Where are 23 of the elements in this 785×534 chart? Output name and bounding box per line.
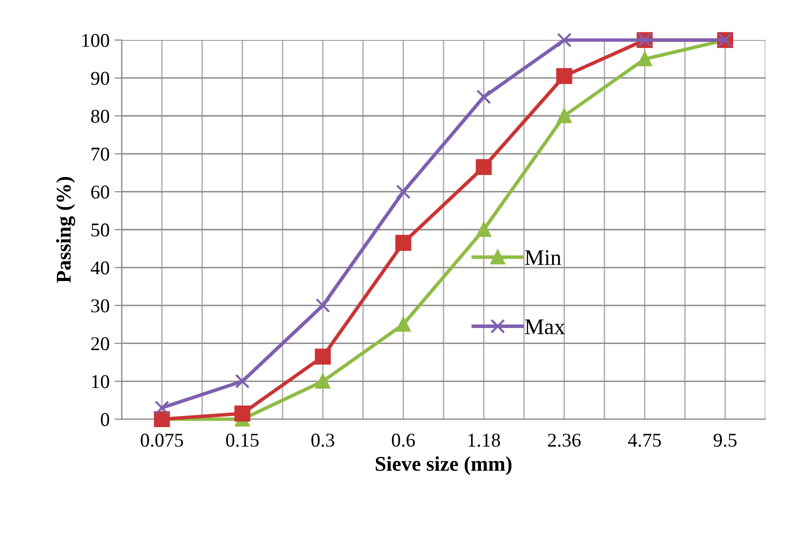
x-tick-label: 0.15 xyxy=(226,434,259,447)
y-tick-label: 100 xyxy=(82,34,110,47)
y-tick-label: 10 xyxy=(92,375,110,388)
x-tick-label: 0.6 xyxy=(392,434,415,447)
y-tick-label: 20 xyxy=(91,337,110,350)
x-axis-title: Sieve size (mm) xyxy=(376,456,512,476)
y-tick-label: 50 xyxy=(92,223,110,237)
legend-label: Max xyxy=(525,320,565,334)
y-axis-title: Passing (%) xyxy=(56,177,76,283)
x-tick-label: 0.3 xyxy=(311,434,334,447)
y-tick-label: 40 xyxy=(90,261,110,274)
y-tick-label: 30 xyxy=(91,299,110,312)
x-tick-label: 9.5 xyxy=(714,434,737,447)
x-tick-label: 1.18 xyxy=(468,434,500,447)
y-tick-label: 90 xyxy=(91,72,110,85)
y-tick-label: 80 xyxy=(91,110,110,123)
y-tick-label: 60 xyxy=(91,186,110,199)
y-tick-label: 70 xyxy=(92,148,110,161)
x-tick-label: 4.75 xyxy=(628,434,661,447)
legend-label: Min xyxy=(525,250,562,265)
x-tick-label: 0.075 xyxy=(140,434,184,447)
y-tick-label: 0 xyxy=(100,413,110,426)
x-tick-label: 2.36 xyxy=(548,434,581,447)
